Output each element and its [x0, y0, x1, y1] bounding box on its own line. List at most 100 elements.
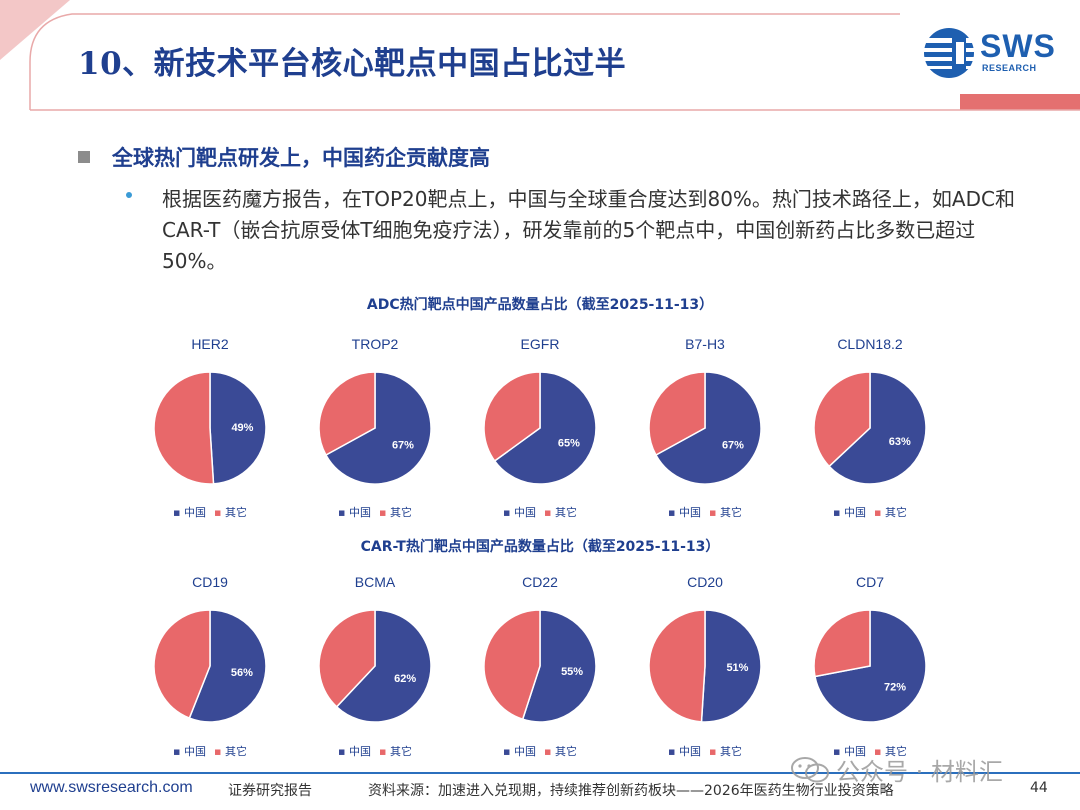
legend-dot-china: ▪ — [668, 506, 679, 519]
legend-dot-china: ▪ — [503, 745, 514, 758]
pie-data-label: 51% — [726, 662, 748, 674]
pie-slice-other — [813, 371, 871, 468]
pie-legend: ▪ 中国 ▪ 其它 — [480, 743, 600, 759]
pie-data-label: 72% — [884, 682, 906, 694]
logo-subtext: RESEARCH — [982, 63, 1037, 73]
pie-title: CD20 — [687, 574, 723, 590]
pie-title: TROP2 — [351, 336, 399, 352]
legend-dot-china: ▪ — [668, 745, 679, 758]
pie-slice-china — [209, 371, 267, 485]
legend-label-china: 中国 — [679, 745, 701, 758]
pie-slice-china — [654, 371, 762, 485]
legend-dot-china: ▪ — [338, 745, 349, 758]
pie-slice-china — [700, 609, 762, 723]
legend-dot-other: ▪ — [544, 745, 555, 758]
pie-slice-other — [318, 609, 376, 708]
pie-title: B7-H3 — [685, 336, 725, 352]
pie-slice-other — [318, 371, 376, 456]
pie-legend: ▪ 中国 ▪ 其它 — [315, 504, 435, 520]
sws-globe-icon — [924, 28, 974, 78]
pie-svg: 62% — [318, 609, 432, 723]
legend-label-other: 其它 — [554, 745, 577, 758]
legend-dot-other: ▪ — [709, 745, 720, 758]
pie-slice-other — [153, 609, 211, 720]
chart-title: CAR-T热门靶点中国产品数量占比（截至2025-11-13） — [360, 539, 720, 555]
legend-dot-other: ▪ — [874, 745, 885, 758]
pie-slice-china — [188, 609, 267, 723]
pie-slice-other — [648, 371, 706, 456]
wechat-icon — [791, 756, 829, 782]
pie-slice-china — [521, 609, 597, 723]
pie-legend: ▪ 中国 ▪ 其它 — [810, 743, 930, 759]
footer-divider — [0, 772, 1080, 774]
legend-dot-other: ▪ — [874, 506, 885, 519]
footer-source: 资料来源：加速进入兑现期，持续推荐创新药板块——2026年医药生物行业投资策略 — [368, 783, 894, 799]
pie-title: CD7 — [855, 574, 884, 590]
pie-slice-other — [153, 371, 215, 485]
pie-data-label: 56% — [231, 667, 253, 679]
pie-slice-china — [493, 371, 597, 485]
legend-label-china: 中国 — [184, 506, 206, 519]
pie-legend: ▪ 中国 ▪ 其它 — [150, 504, 270, 520]
pie-title: HER2 — [191, 336, 229, 352]
pie-svg: 65% — [483, 371, 597, 485]
legend-dot-china: ▪ — [503, 506, 514, 519]
watermark-text: 公众号 · 材料汇 — [836, 758, 1003, 786]
logo-text: SWS — [980, 28, 1056, 64]
pie-slice-other — [483, 609, 541, 721]
square-bullet-icon — [78, 151, 90, 163]
legend-dot-other: ▪ — [214, 506, 225, 519]
legend-dot-other: ▪ — [379, 506, 390, 519]
pie-svg: 49% — [153, 371, 267, 485]
pie-data-label: 55% — [561, 666, 583, 678]
pie-data-label: 63% — [889, 436, 911, 448]
legend-label-china: 中国 — [349, 506, 371, 519]
bullet-point: 根据医药魔方报告，在TOP20靶点上，中国与全球重合度达到80%。热门技术路径上… — [126, 184, 1036, 277]
legend-dot-other: ▪ — [214, 745, 225, 758]
footer-website[interactable]: www.swsresearch.com — [30, 779, 193, 796]
slide-header: 10、新技术平台核心靶点中国占比过半 SWS RESEARCH — [0, 0, 1080, 112]
pie-slice-china — [335, 609, 432, 723]
pie-slice-china — [324, 371, 432, 485]
pie-data-label: 62% — [394, 673, 416, 685]
watermark: 公众号 · 材料汇 — [790, 752, 1003, 787]
pie-legend: ▪ 中国 ▪ 其它 — [480, 504, 600, 520]
pie-data-label: 67% — [392, 440, 414, 452]
legend-label-other: 其它 — [224, 745, 247, 758]
legend-label-china: 中国 — [844, 506, 866, 519]
legend-dot-other: ▪ — [709, 506, 720, 519]
legend-dot-china: ▪ — [833, 506, 844, 519]
legend-label-other: 其它 — [554, 506, 577, 519]
pie-slice-other — [648, 609, 706, 723]
legend-label-other: 其它 — [884, 506, 907, 519]
pie-data-label: 49% — [231, 422, 253, 434]
footer-report-type: 证券研究报告 — [228, 783, 312, 799]
pie-title: CD19 — [192, 574, 228, 590]
dot-bullet-icon — [126, 192, 132, 198]
pie-svg: 55% — [483, 609, 597, 723]
legend-label-other: 其它 — [719, 506, 742, 519]
pie-svg: 51% — [648, 609, 762, 723]
page-title: 10、新技术平台核心靶点中国占比过半 — [78, 46, 627, 82]
section-heading: 全球热门靶点研发上，中国药企贡献度高 — [78, 142, 490, 172]
legend-dot-china: ▪ — [173, 745, 184, 758]
legend-label-china: 中国 — [349, 745, 371, 758]
page-number: 44 — [1030, 780, 1048, 796]
sws-logo: SWS RESEARCH — [922, 26, 1058, 82]
legend-label-other: 其它 — [224, 506, 247, 519]
pie-title: CLDN18.2 — [837, 336, 903, 352]
pie-svg: 72% — [813, 609, 927, 723]
pie-slice-china — [828, 371, 927, 485]
legend-label-china: 中国 — [514, 506, 536, 519]
legend-label-other: 其它 — [719, 745, 742, 758]
pie-title: EGFR — [520, 336, 560, 352]
pie-legend: ▪ 中国 ▪ 其它 — [645, 743, 765, 759]
legend-dot-other: ▪ — [379, 745, 390, 758]
pie-svg: 67% — [648, 371, 762, 485]
legend-label-other: 其它 — [884, 745, 907, 758]
pie-data-label: 67% — [722, 440, 744, 452]
pie-data-label: 65% — [558, 438, 580, 450]
legend-label-china: 中国 — [679, 506, 701, 519]
legend-label-china: 中国 — [514, 745, 536, 758]
pie-legend: ▪ 中国 ▪ 其它 — [645, 504, 765, 520]
